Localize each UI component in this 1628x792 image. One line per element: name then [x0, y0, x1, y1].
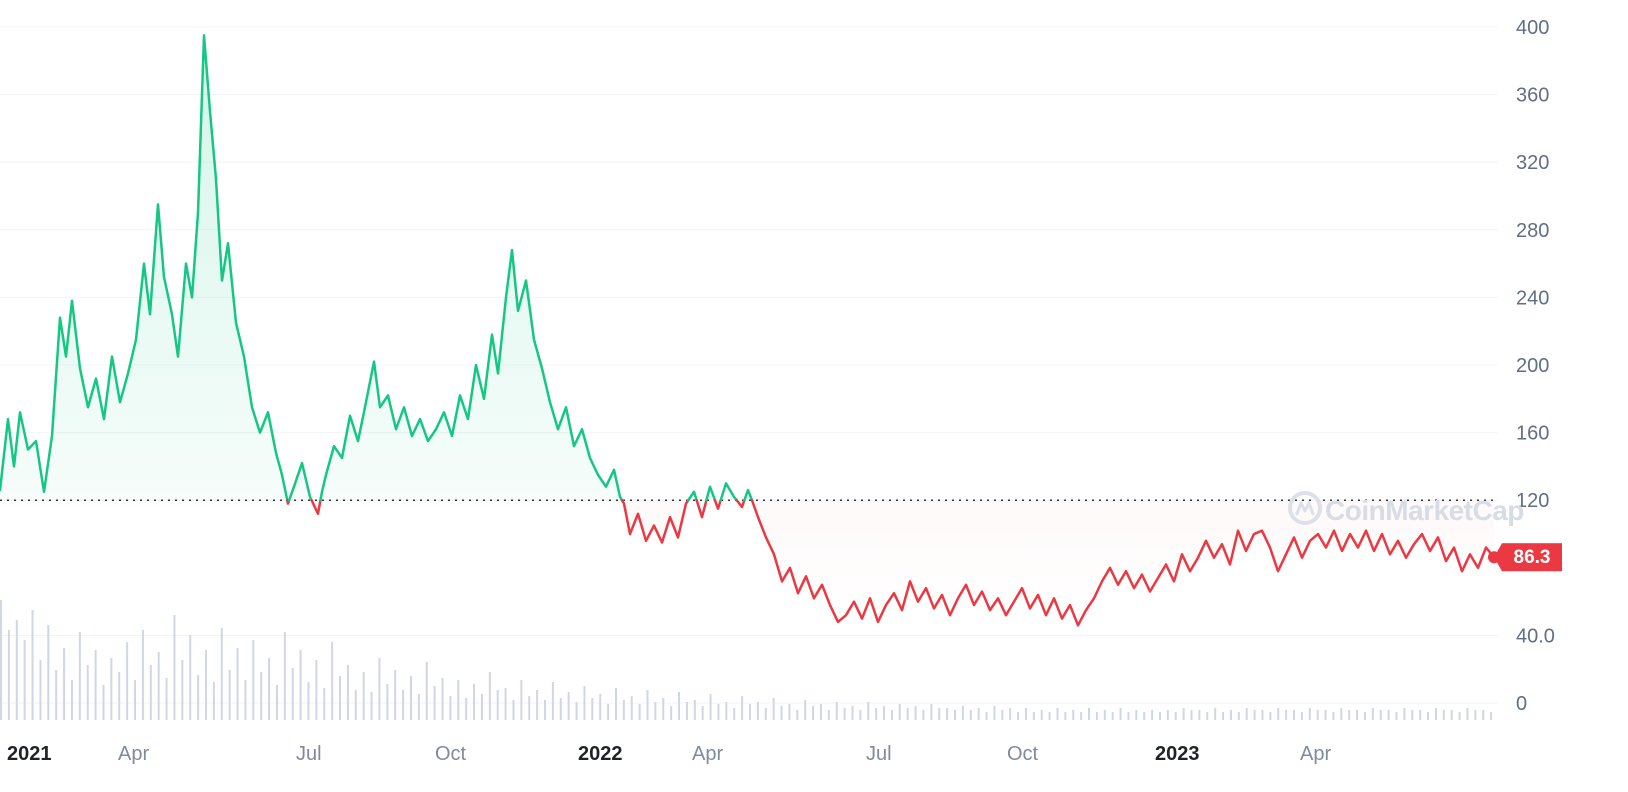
y-axis-label: 320 [1516, 152, 1549, 174]
x-axis-label: 2023 [1155, 743, 1200, 765]
price-chart[interactable]: 0 40.0 120 160 200 240 280 320 360 400 2021 Apr Jul O… [0, 0, 1628, 792]
x-axis-label: Jul [296, 743, 322, 765]
y-axis-label: 240 [1516, 287, 1549, 309]
y-axis-label: 400 [1516, 17, 1549, 39]
x-axis-label: 2021 [7, 743, 52, 765]
last-price-value: 86.3 [1514, 547, 1551, 568]
x-axis-label: 2022 [578, 743, 623, 765]
y-axis-label: 200 [1516, 355, 1549, 377]
y-axis-label: 360 [1516, 85, 1549, 107]
x-axis-label: Jul [866, 743, 892, 765]
y-axis-label: 40.0 [1516, 625, 1555, 647]
x-axis-label: Oct [435, 743, 467, 765]
x-axis-label: Apr [118, 743, 149, 765]
y-axis-label: 0 [1516, 693, 1527, 715]
x-axis-label: Apr [692, 743, 723, 765]
y-axis-label: 280 [1516, 220, 1549, 242]
x-axis-label: Oct [1007, 743, 1039, 765]
y-axis-label: 120 [1516, 490, 1549, 512]
y-axis-label: 160 [1516, 423, 1549, 445]
x-axis-label: Apr [1300, 743, 1331, 765]
